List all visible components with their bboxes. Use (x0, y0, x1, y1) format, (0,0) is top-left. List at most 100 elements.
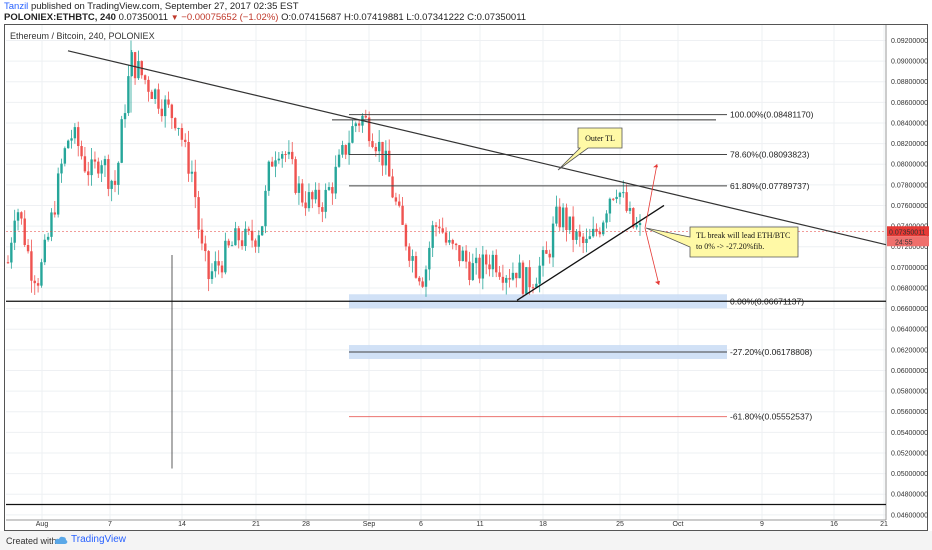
candle-body (117, 162, 120, 185)
outer-tl-note: Outer TL (585, 134, 615, 143)
candle-body (471, 263, 475, 280)
candle-body (163, 99, 167, 117)
candle-body (575, 231, 578, 240)
candle-body (36, 283, 40, 286)
x-tick-label: Sep (363, 521, 376, 528)
chart-frame[interactable] (4, 24, 928, 531)
candle-body (344, 145, 347, 155)
outer-trendline (67, 50, 887, 246)
candle-body (414, 256, 418, 278)
y-tick-label: 0.07800000 (891, 182, 928, 189)
candle-body (240, 240, 244, 247)
candle-body (555, 206, 558, 224)
candle-body (227, 240, 230, 246)
candle-body (632, 208, 635, 228)
candle-body (277, 158, 281, 161)
candle-body (551, 223, 555, 258)
y-tick-label: 0.05800000 (891, 389, 928, 396)
candle-body (294, 159, 297, 193)
candle-body (281, 154, 284, 159)
price-chart[interactable]: Aug 7 14 21 28 Sep 6 11 18 25 Oct 9 16 21 0.09200000 0.… (0, 0, 932, 531)
candle-body (53, 212, 57, 215)
candle-body (377, 141, 381, 152)
candle-body (481, 254, 485, 279)
pair-title: Ethereum / Bitcoin, 240, POLONIEX (10, 31, 155, 41)
candle-body (33, 280, 36, 284)
candle-body (190, 171, 194, 174)
candle-body (638, 222, 642, 226)
candle-body (327, 187, 331, 190)
candle-body (354, 123, 357, 127)
candle-body (43, 239, 46, 263)
candle-body (491, 254, 495, 270)
candle-body (73, 127, 77, 139)
candle-body (20, 212, 23, 219)
candle-body (408, 246, 411, 261)
candle-body (13, 220, 16, 243)
candle-body (93, 159, 97, 162)
y-tick-label: 0.07200000 (891, 244, 928, 251)
candle-body (558, 206, 561, 228)
cloud-icon (54, 536, 68, 544)
candle-body (110, 180, 113, 189)
author-link[interactable]: Tanzil (4, 1, 29, 12)
candle-body (401, 205, 404, 225)
candle-body (173, 118, 177, 129)
footer: Created with TradingView (0, 531, 932, 550)
candle-body (123, 113, 127, 120)
tradingview-brand: TradingView (71, 534, 127, 545)
candle-body (571, 216, 575, 240)
candle-body (474, 257, 478, 264)
down-arrow-icon: ▼ (170, 13, 179, 22)
up-projection-arrow (644, 164, 658, 229)
x-tick-label: 21 (880, 521, 888, 528)
x-tick-label: 14 (178, 521, 186, 528)
candle-body (90, 159, 93, 176)
candle-body (441, 228, 444, 233)
candle-body (484, 254, 488, 265)
candle-body (127, 76, 130, 114)
candle-body (157, 89, 160, 109)
y-tick-label: 0.08800000 (891, 79, 928, 86)
candle-body (488, 264, 491, 270)
candle-body (30, 251, 33, 281)
candle-body (495, 254, 498, 273)
y-tick-label: 0.05200000 (891, 450, 928, 457)
candle-body (451, 240, 454, 244)
candle-body (341, 145, 344, 155)
candle-body (478, 257, 481, 279)
tl-break-callout (645, 226, 799, 258)
candle-body (264, 190, 267, 227)
x-tick-label: Oct (673, 521, 684, 528)
candle-body (458, 245, 461, 262)
candle-body (177, 128, 180, 130)
candle-body (103, 159, 107, 166)
arrowhead-icon (655, 280, 660, 285)
y-tick-label: 0.08600000 (891, 100, 928, 107)
candle-body (180, 128, 184, 140)
candle-body (50, 212, 53, 237)
candle-body (498, 272, 501, 277)
x-tick-label: 21 (252, 521, 260, 528)
candle-body (80, 146, 83, 157)
countdown-box (887, 236, 929, 247)
candle-body (197, 197, 200, 230)
candle-body (311, 192, 314, 200)
candle-body (625, 192, 628, 211)
candle-body (538, 265, 541, 284)
candle-body (83, 156, 87, 172)
candle-body (528, 267, 531, 288)
candle-body (531, 287, 535, 289)
candle-body (541, 250, 545, 266)
tradingview-logo[interactable]: TradingView (54, 534, 126, 545)
candle-body (244, 228, 247, 247)
candle-body (591, 228, 595, 237)
candle-body (46, 236, 50, 240)
candle-body (371, 141, 374, 147)
candle-body (622, 192, 625, 194)
candle-body (424, 269, 428, 287)
rising-trendline (516, 204, 665, 301)
candle-body (184, 139, 187, 142)
candle-body (210, 271, 214, 280)
countdown-label: 24:55 (895, 239, 913, 246)
